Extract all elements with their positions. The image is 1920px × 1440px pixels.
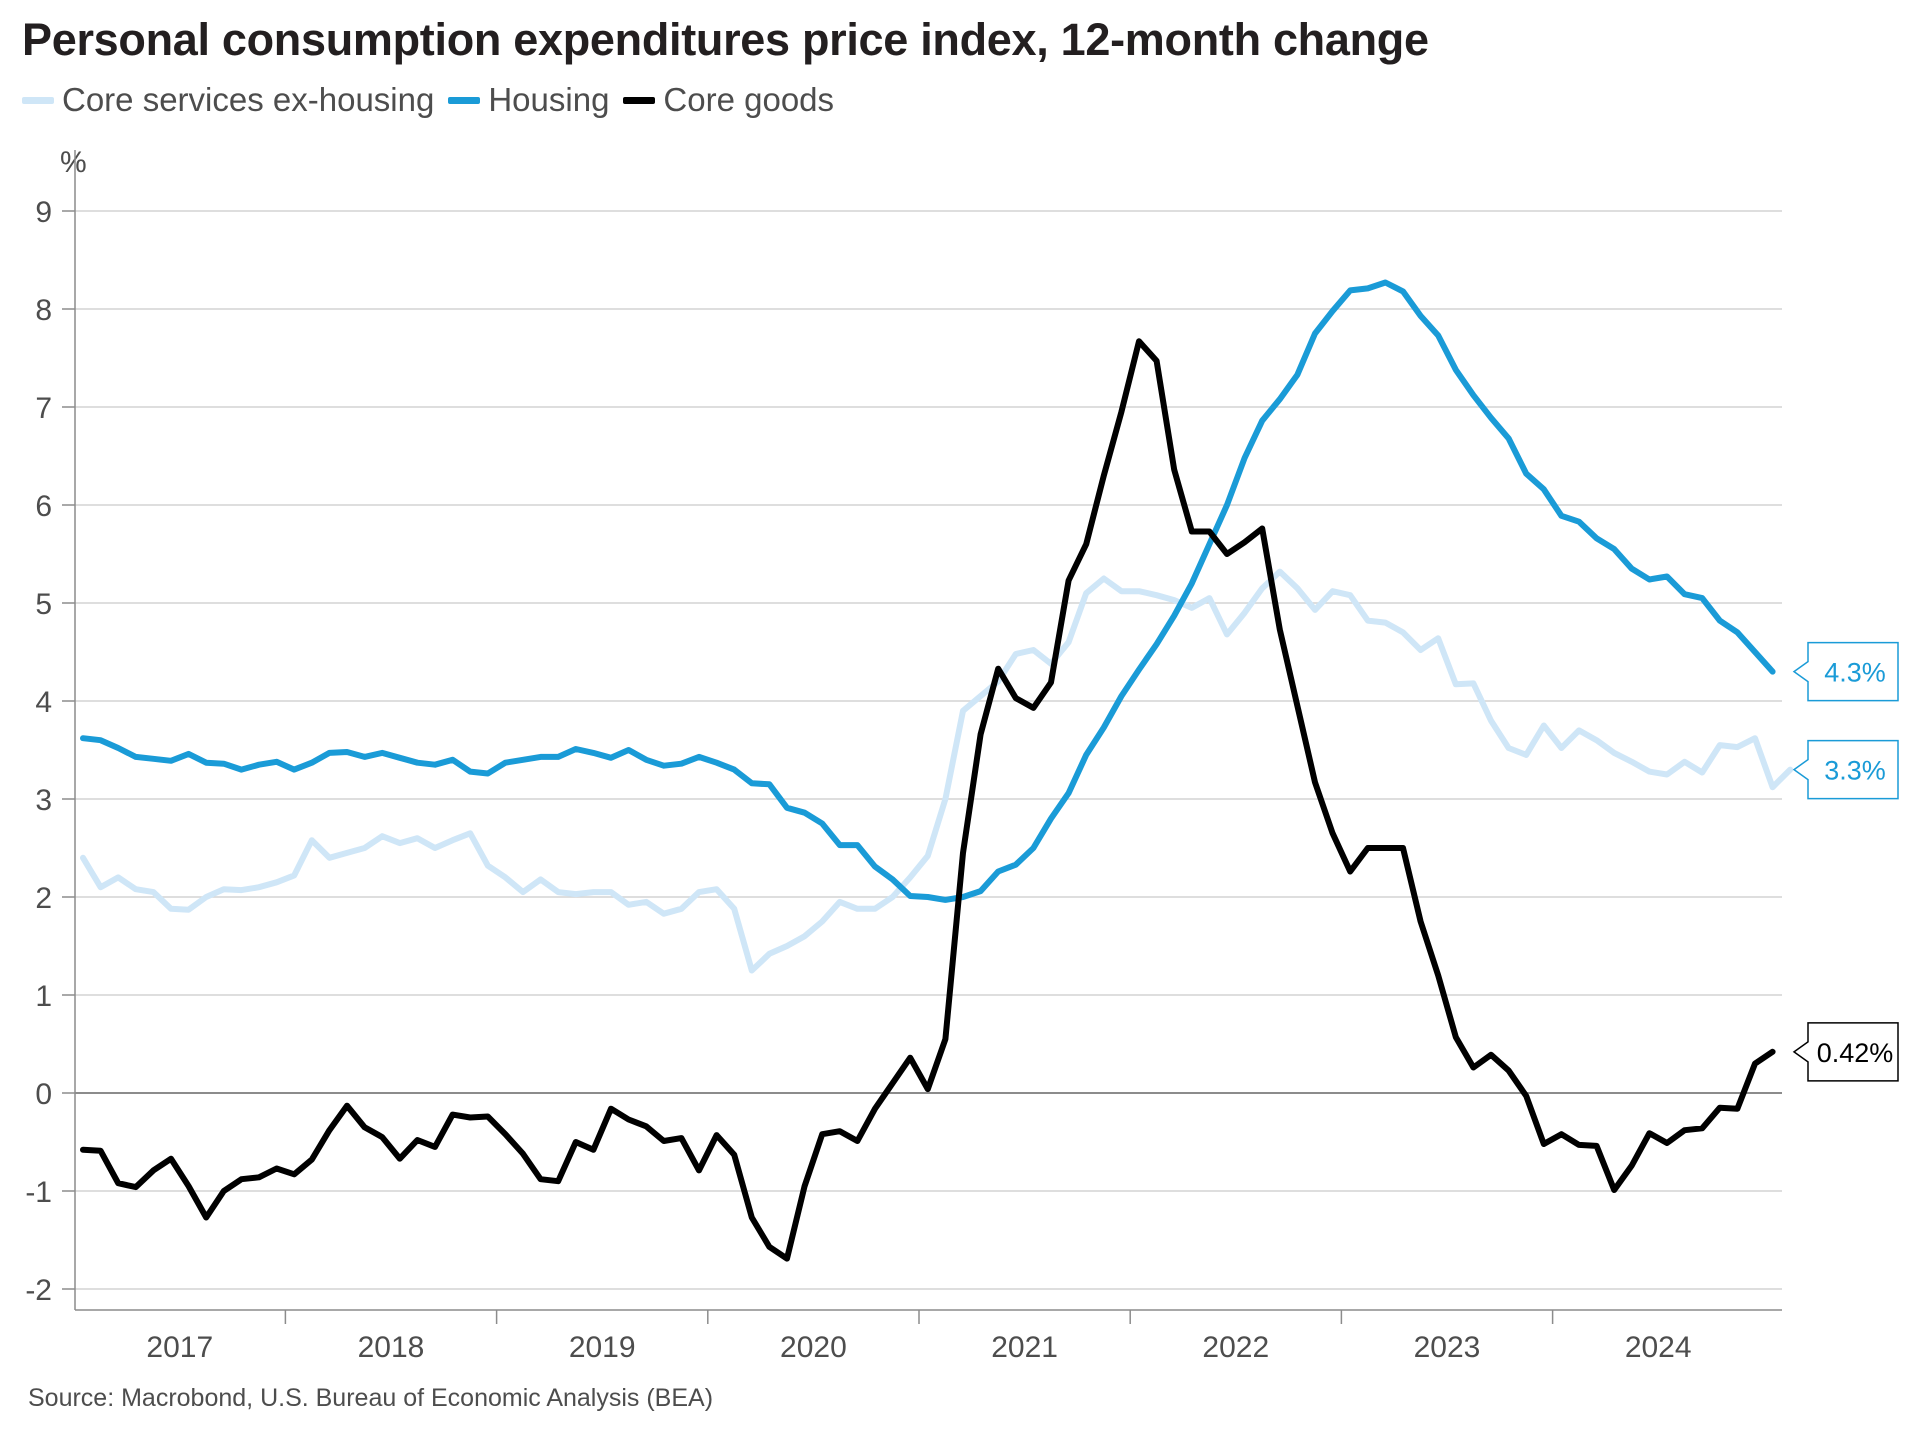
legend: Core services ex-housing Housing Core go… bbox=[22, 78, 848, 122]
x-tick-label-2020: 2020 bbox=[780, 1331, 847, 1364]
end-label-text-core-services-ex-housing: 3.3% bbox=[1824, 756, 1886, 786]
end-label-text-core-goods: 0.42% bbox=[1817, 1038, 1894, 1068]
x-tick-label-2024: 2024 bbox=[1625, 1331, 1692, 1364]
x-tick-label-2018: 2018 bbox=[358, 1331, 425, 1364]
end-label-text-housing: 4.3% bbox=[1824, 658, 1886, 688]
x-tick-label-2022: 2022 bbox=[1202, 1331, 1269, 1364]
x-tick-label-2019: 2019 bbox=[569, 1331, 636, 1364]
legend-swatch-core-goods bbox=[623, 96, 656, 104]
chart-title: Personal consumption expenditures price … bbox=[22, 14, 1429, 65]
y-tick-label-3: 3 bbox=[35, 784, 52, 817]
legend-swatch-housing bbox=[448, 96, 481, 104]
y-tick-label-0: 0 bbox=[35, 1078, 52, 1111]
end-label-box-core-goods bbox=[1792, 1022, 1899, 1082]
end-label-layer: 4.3% 3.3% 0.42% bbox=[1792, 641, 1899, 1082]
x-tick-label-2023: 2023 bbox=[1414, 1331, 1481, 1364]
y-tick-label-2: 2 bbox=[35, 882, 52, 915]
legend-swatch-core-services bbox=[22, 96, 54, 104]
x-tick-label-2017: 2017 bbox=[146, 1331, 213, 1364]
y-tick-label--2: -2 bbox=[25, 1274, 52, 1307]
legend-label-core-services: Core services ex-housing bbox=[62, 81, 435, 118]
series-layer bbox=[80, 279, 1794, 1262]
y-tick-label-4: 4 bbox=[35, 686, 52, 719]
y-tick-label-5: 5 bbox=[35, 588, 52, 621]
y-tick-label-9: 9 bbox=[35, 196, 52, 229]
end-label-box-core-services-ex-housing bbox=[1792, 739, 1899, 800]
y-axis-label: % bbox=[60, 146, 87, 179]
axis-layer: % -2 -1 0 1 2 3 4 5 6 7 8 9 2017 2018 2019 2020 2021 2022 2… bbox=[25, 146, 1782, 1364]
y-tick-label-1: 1 bbox=[35, 980, 52, 1013]
series-line-housing bbox=[80, 279, 1776, 903]
legend-label-core-goods: Core goods bbox=[663, 81, 835, 118]
y-tick-label-7: 7 bbox=[35, 392, 52, 425]
end-label-box-housing bbox=[1792, 641, 1899, 702]
x-tick-label-2021: 2021 bbox=[991, 1331, 1058, 1364]
legend-label-housing: Housing bbox=[488, 81, 610, 118]
legend-item-core-goods: Core goods bbox=[623, 81, 834, 119]
y-tick-label-6: 6 bbox=[35, 490, 52, 523]
y-tick-label-8: 8 bbox=[35, 294, 52, 327]
series-line-core-services-ex-housing bbox=[80, 568, 1794, 974]
legend-item-housing: Housing bbox=[448, 81, 609, 119]
series-line-core-goods bbox=[80, 338, 1776, 1262]
legend-item-core-services: Core services ex-housing bbox=[22, 81, 434, 119]
source-note: Source: Macrobond, U.S. Bureau of Econom… bbox=[28, 1384, 714, 1412]
y-tick-label--1: -1 bbox=[25, 1176, 52, 1209]
